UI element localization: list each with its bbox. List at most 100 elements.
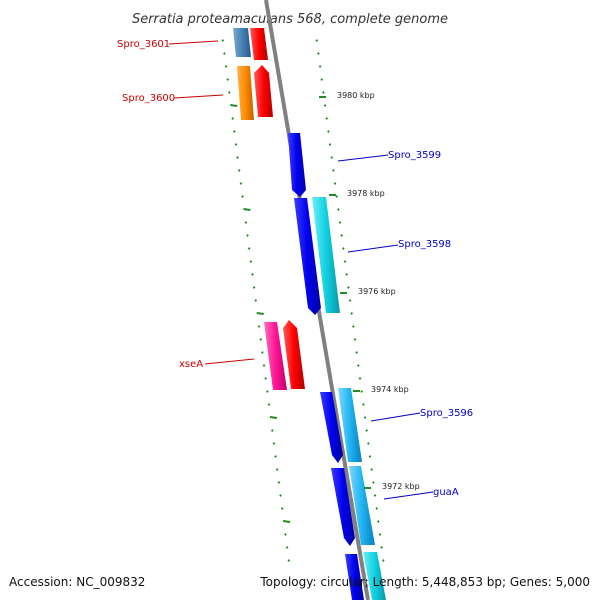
tick-mark	[259, 338, 263, 341]
tick-mark	[241, 195, 244, 198]
tick-mark	[226, 78, 230, 81]
gene-shape-spro-3601[interactable]	[233, 28, 251, 57]
tick-mark	[284, 533, 287, 536]
scale-label: 3978 kbp	[347, 189, 385, 198]
tick-mark	[282, 520, 291, 523]
tick-mark	[372, 481, 375, 484]
gene-label-guaa[interactable]: guaA	[433, 487, 459, 498]
tick-mark	[244, 221, 248, 224]
tick-mark	[252, 286, 256, 289]
gene-shape-spro-3599[interactable]	[288, 133, 306, 197]
tick-mark	[317, 52, 320, 55]
gene-shape-blue-2[interactable]	[294, 198, 321, 315]
map-title: Serratia proteamaculans 568, complete ge…	[132, 12, 448, 27]
minor-ticks-inner	[221, 39, 291, 562]
tick-mark	[368, 455, 372, 458]
tick-mark	[224, 65, 228, 68]
gene-shape-spro-3596[interactable]	[320, 392, 343, 463]
tick-mark	[318, 65, 322, 68]
tick-mark	[261, 351, 264, 354]
gene-shape-cyan-bottom[interactable]	[363, 552, 386, 600]
tick-mark	[247, 247, 251, 250]
tick-mark	[358, 377, 362, 380]
tick-mark	[231, 117, 234, 120]
tick-mark	[315, 39, 319, 42]
tick-mark	[279, 494, 282, 497]
gene-leader-line	[204, 358, 255, 365]
gene-labels: Spro_3601 Spro_3600 Spro_3599 Spro_3598 xseA…	[117, 39, 473, 500]
tick-mark	[363, 416, 367, 419]
gene-shape-blue-bottom[interactable]	[345, 554, 364, 600]
tick-mark	[342, 247, 345, 250]
gene-leader-line	[337, 154, 389, 162]
tick-mark	[373, 494, 377, 497]
tick-mark	[266, 390, 269, 393]
tick-mark	[320, 78, 324, 81]
scale-label: 3972 kbp	[382, 482, 420, 491]
gene-shape-red-top[interactable]	[250, 28, 268, 60]
tick-mark	[277, 481, 281, 484]
tick-mark	[343, 260, 347, 263]
gene-leader-line	[347, 244, 399, 253]
scale-label: 3980 kbp	[337, 91, 375, 100]
tick-mark	[246, 234, 249, 237]
gene-shape-sky-2[interactable]	[349, 466, 375, 545]
tick-mark	[322, 91, 325, 94]
tick-mark	[230, 104, 238, 107]
tick-mark	[236, 156, 239, 159]
tick-mark	[367, 442, 370, 445]
tick-mark	[382, 559, 385, 562]
tick-mark	[274, 455, 277, 458]
gene-leader-line	[383, 491, 434, 500]
tick-mark	[256, 312, 264, 315]
scale-label: 3974 kbp	[371, 385, 409, 394]
gene-shape-guaa[interactable]	[331, 468, 355, 546]
tick-mark	[280, 507, 284, 510]
tick-mark	[380, 546, 383, 549]
gene-shape-red-2[interactable]	[254, 65, 273, 117]
tick-mark	[269, 416, 278, 419]
tick-mark	[257, 325, 261, 328]
tick-mark	[262, 364, 266, 367]
tick-mark	[370, 468, 373, 471]
tick-mark	[340, 234, 344, 237]
tick-mark	[228, 91, 231, 94]
gene-label-spro-3600[interactable]: Spro_3600	[122, 93, 175, 104]
gene-label-xsea[interactable]: xseA	[179, 359, 203, 370]
tick-mark	[327, 130, 330, 133]
gene-shape-xsea[interactable]	[264, 322, 287, 390]
gene-shape-sky-1[interactable]	[338, 388, 362, 462]
tick-mark	[325, 117, 329, 120]
tick-mark	[223, 52, 226, 55]
gene-label-spro-3601[interactable]: Spro_3601	[117, 39, 170, 50]
gene-leader-line	[173, 94, 224, 99]
tick-mark	[267, 403, 271, 406]
tick-mark	[360, 390, 363, 393]
tick-mark	[254, 299, 258, 302]
tick-mark	[355, 351, 358, 354]
gene-shape-red-3[interactable]	[283, 320, 305, 389]
tick-mark	[337, 208, 340, 211]
tick-mark	[375, 507, 378, 510]
scale-label: 3976 kbp	[358, 287, 396, 296]
topology-text: Topology: circular; Length: 5,448,853 bp…	[260, 575, 590, 589]
tick-mark	[350, 312, 353, 315]
tick-mark	[237, 169, 241, 172]
gene-shape-spro-3600[interactable]	[237, 66, 254, 120]
tick-mark	[377, 520, 380, 523]
tick-mark	[285, 546, 289, 549]
tick-mark	[357, 364, 360, 367]
gene-label-spro-3596[interactable]: Spro_3596	[420, 408, 473, 419]
gene-label-spro-3598[interactable]: Spro_3598	[398, 239, 451, 250]
accession-text: Accession: NC_009832	[9, 575, 146, 589]
gene-leader-line	[370, 412, 421, 422]
tick-mark	[332, 169, 335, 172]
gene-shape-spro-3598[interactable]	[312, 197, 340, 313]
gene-leader-line	[168, 40, 219, 45]
gene-label-spro-3599[interactable]: Spro_3599	[388, 150, 441, 161]
tick-mark	[333, 182, 337, 185]
tick-mark	[330, 156, 334, 159]
tick-mark	[251, 273, 254, 276]
tick-mark	[353, 338, 357, 341]
